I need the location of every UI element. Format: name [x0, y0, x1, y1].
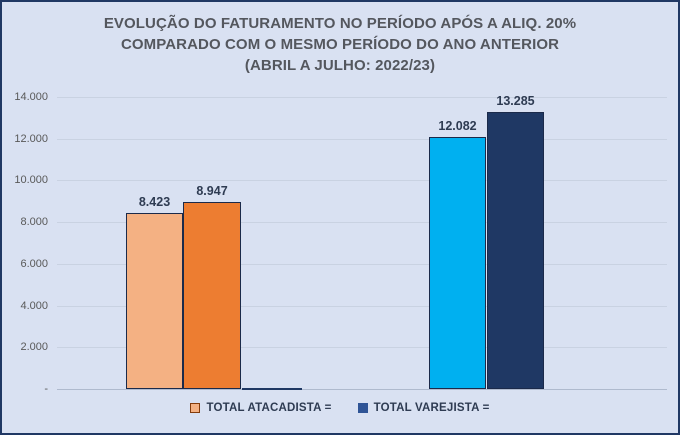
gridline [57, 263, 667, 265]
gridline [57, 138, 667, 140]
x-axis-line [57, 389, 667, 390]
y-axis-tick-label: 10.000 [14, 174, 48, 187]
legend-swatch-icon [357, 403, 368, 413]
bar-total-atacadista-0 [126, 213, 183, 389]
bar-total-varejista-2 [429, 137, 486, 389]
chart-legend: TOTAL ATACADISTA = TOTAL VAREJISTA = [2, 402, 678, 414]
legend-label: TOTAL ATACADISTA = [206, 402, 332, 414]
chart-title: EVOLUÇÃO DO FATURAMENTO NO PERÍODO APÓS … [2, 13, 678, 76]
gridline [57, 305, 667, 307]
y-axis-tick-label: 4.000 [20, 299, 48, 312]
legend-item-1: TOTAL VAREJISTA = [357, 402, 490, 414]
legend-item-0: TOTAL ATACADISTA = [190, 402, 331, 414]
bar-total-atacadista-1 [183, 202, 241, 389]
y-axis-tick-label: 14.000 [14, 91, 48, 103]
y-axis-tick-label: 12.000 [14, 132, 48, 145]
chart-title-line-3: (ABRIL A JULHO: 2022/23) [244, 57, 436, 74]
y-axis-tick-label: 6.000 [20, 257, 48, 270]
legend-label: TOTAL VAREJISTA = [373, 402, 490, 414]
y-axis-tick-label: 2.000 [20, 341, 48, 354]
bar-data-label: 12.082 [438, 119, 477, 133]
chart-title-line-2: COMPARADO COM O MESMO PERÍODO DO ANO ANT… [120, 36, 560, 53]
gridline [57, 347, 667, 349]
gridline [57, 222, 667, 224]
bar-data-label: 8.423 [138, 195, 171, 210]
legend-swatch-icon [190, 403, 201, 413]
gridline [57, 180, 667, 182]
bar-data-label: 8.947 [196, 184, 228, 199]
bar-data-label: 13.285 [496, 93, 535, 108]
zero-value-bar-marker [242, 387, 302, 390]
gridline [57, 97, 667, 98]
bar-total-varejista-3 [487, 111, 544, 389]
y-axis-tick-label: 8.000 [20, 216, 48, 229]
y-axis-tick-label: - [44, 383, 48, 395]
chart-title-line-1: EVOLUÇÃO DO FATURAMENTO NO PERÍODO APÓS … [103, 15, 577, 32]
